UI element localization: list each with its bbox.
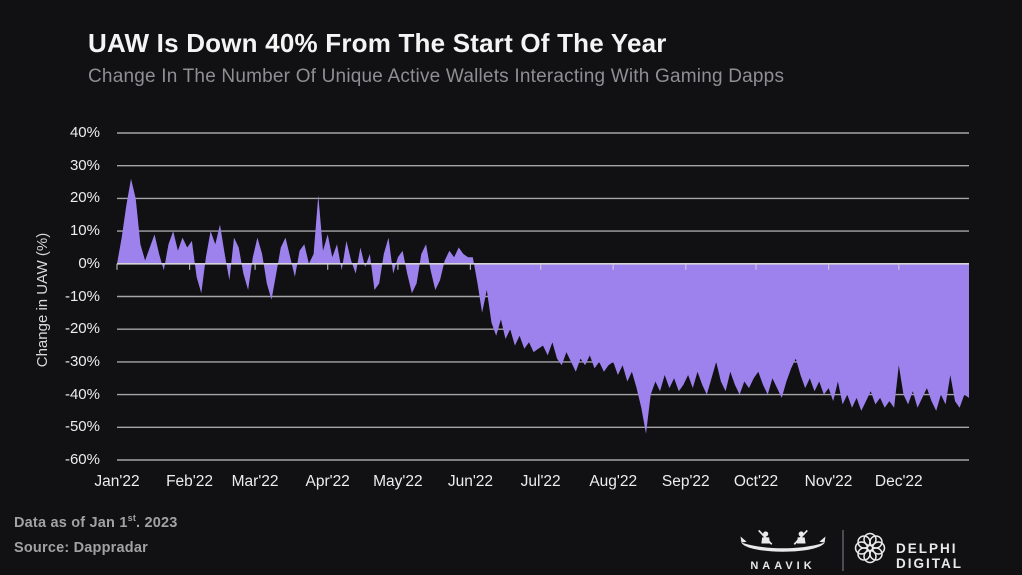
- x-tick-label-Jan'22: Jan'22: [94, 473, 140, 490]
- x-tick-label-Aug'22: Aug'22: [589, 473, 638, 490]
- y-tick-label--60: -60%: [64, 451, 100, 468]
- chart-plot-svg: [116, 132, 969, 461]
- naavik-logo: NAAVIK: [737, 527, 829, 572]
- x-tick-label-Sep'22: Sep'22: [661, 473, 710, 490]
- x-tick-label-Jul'22: Jul'22: [520, 473, 561, 490]
- uaw-area-series: [117, 178, 969, 434]
- uaw-area-chart: [116, 132, 969, 461]
- y-tick-label--20: -20%: [64, 320, 100, 338]
- x-tick-label-Oct'22: Oct'22: [733, 473, 779, 490]
- x-tick-label-Dec'22: Dec'22: [874, 473, 923, 490]
- x-tick-label-Mar'22: Mar'22: [231, 473, 279, 490]
- y-tick-label-0: 0%: [78, 254, 100, 272]
- footer-data-as-of: Data as of Jan 1st. 2023: [14, 513, 178, 531]
- y-tick-label--50: -50%: [64, 418, 100, 436]
- y-tick-label-40: 40%: [69, 124, 100, 141]
- x-tick-label-Apr'22: Apr'22: [305, 473, 350, 490]
- x-tick-label-Jun'22: Jun'22: [447, 473, 494, 490]
- delphi-knot-icon: [854, 532, 886, 564]
- naavik-wordmark: NAAVIK: [750, 560, 816, 572]
- x-tick-label-May'22: May'22: [373, 473, 423, 490]
- y-tick-label-10: 10%: [69, 222, 100, 240]
- y-tick-label--40: -40%: [64, 385, 100, 403]
- delphi-wordmark: DELPHI DIGITAL: [896, 541, 963, 571]
- naavik-canoe-icon: [740, 529, 826, 552]
- x-tick-label-Nov'22: Nov'22: [804, 473, 853, 490]
- y-tick-label--30: -30%: [64, 352, 100, 370]
- footer-source: Source: Dappradar: [14, 540, 148, 556]
- page-subtitle: Change In The Number Of Unique Active Wa…: [88, 66, 785, 87]
- logo-divider: [842, 530, 844, 571]
- page-title: UAW Is Down 40% From The Start Of The Ye…: [88, 28, 667, 58]
- y-tick-label-20: 20%: [69, 189, 100, 207]
- y-tick-label--10: -10%: [64, 287, 100, 305]
- x-tick-label-Feb'22: Feb'22: [166, 473, 213, 490]
- y-tick-label-30: 30%: [69, 156, 100, 174]
